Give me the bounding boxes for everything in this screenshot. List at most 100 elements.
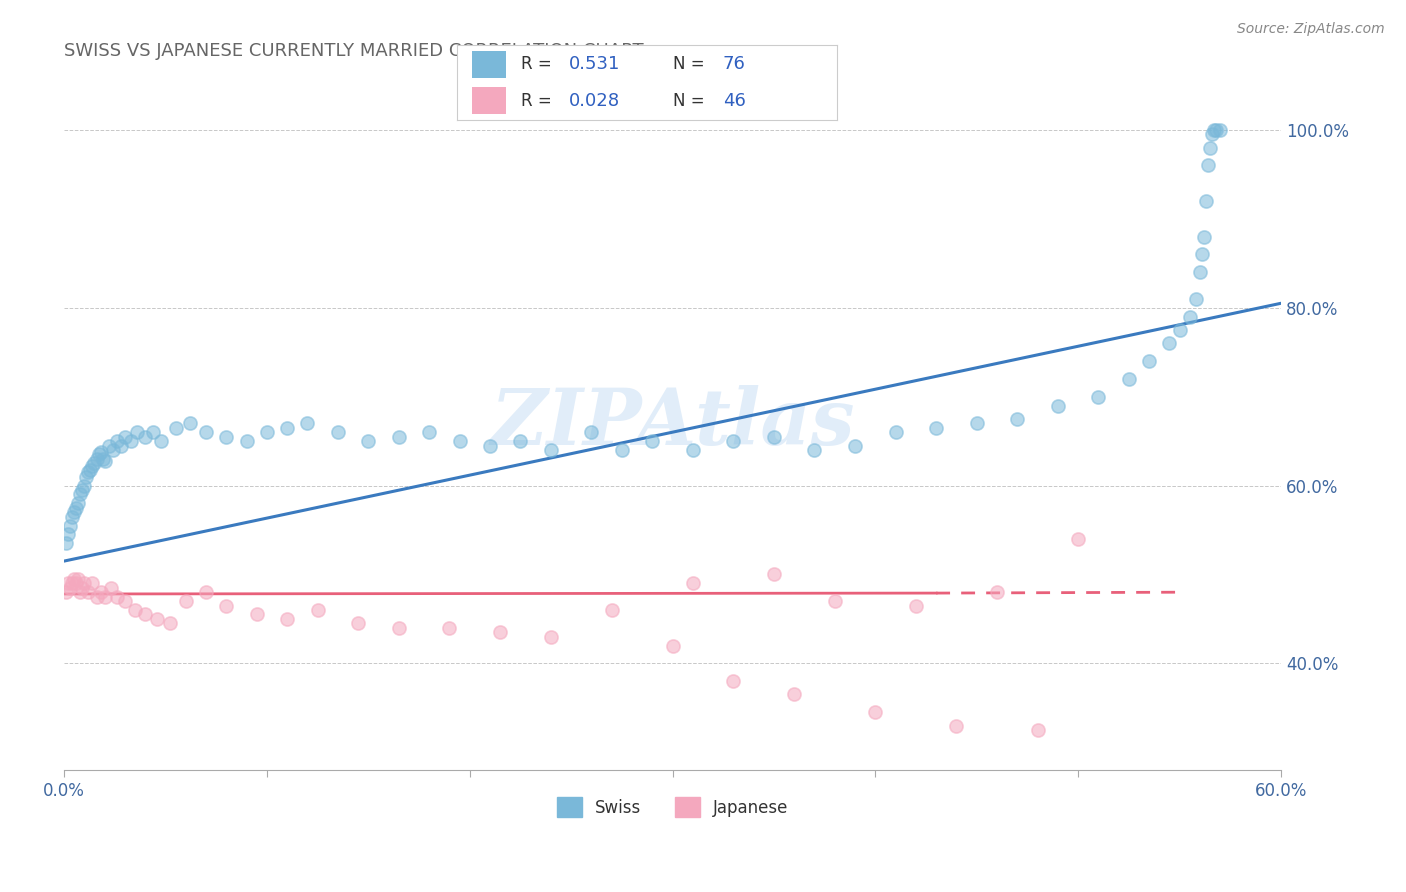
Point xyxy=(388,621,411,635)
Point xyxy=(82,458,104,473)
Point xyxy=(142,425,165,440)
Point xyxy=(105,590,128,604)
Point xyxy=(87,447,110,461)
Point xyxy=(1199,141,1222,155)
Point xyxy=(1202,123,1225,137)
Point xyxy=(661,639,683,653)
Text: 76: 76 xyxy=(723,55,745,73)
Point xyxy=(1184,292,1206,306)
FancyBboxPatch shape xyxy=(472,87,506,114)
Point xyxy=(105,434,128,448)
Point xyxy=(90,444,112,458)
Point xyxy=(723,674,745,689)
Point xyxy=(82,576,104,591)
Point xyxy=(449,434,471,448)
Point xyxy=(110,438,132,452)
Point xyxy=(63,572,86,586)
Point xyxy=(276,612,298,626)
Point xyxy=(195,425,218,440)
Text: 0.531: 0.531 xyxy=(569,55,620,73)
Point xyxy=(77,585,100,599)
Point xyxy=(165,421,187,435)
Point xyxy=(65,500,87,515)
Point xyxy=(581,425,603,440)
Point xyxy=(418,425,440,440)
Point xyxy=(347,616,370,631)
Point xyxy=(69,487,91,501)
Point xyxy=(195,585,218,599)
Point xyxy=(114,594,136,608)
Point xyxy=(478,438,501,452)
Point xyxy=(610,442,633,457)
Point xyxy=(307,603,329,617)
Point xyxy=(884,425,907,440)
Point xyxy=(246,607,269,622)
Point xyxy=(63,505,86,519)
Point xyxy=(60,576,83,591)
Point xyxy=(945,718,967,732)
Text: N =: N = xyxy=(673,55,710,73)
Point xyxy=(86,590,108,604)
Point xyxy=(803,442,825,457)
Point xyxy=(125,425,148,440)
Point xyxy=(174,594,197,608)
Point xyxy=(844,438,866,452)
Point xyxy=(86,451,108,466)
Point xyxy=(1188,265,1211,279)
Point xyxy=(59,518,82,533)
Point xyxy=(67,496,90,510)
Point xyxy=(1137,354,1160,368)
Point xyxy=(56,576,79,591)
Point xyxy=(904,599,927,613)
Point xyxy=(90,585,112,599)
Point xyxy=(56,527,79,541)
Point xyxy=(1046,399,1069,413)
Text: R =: R = xyxy=(522,55,558,73)
Point xyxy=(966,417,988,431)
Point xyxy=(83,456,105,470)
Point xyxy=(641,434,664,448)
Point xyxy=(97,438,120,452)
Point xyxy=(824,594,846,608)
Point xyxy=(79,462,101,476)
Point xyxy=(101,442,124,457)
Point xyxy=(124,603,146,617)
Point xyxy=(1191,247,1213,261)
FancyBboxPatch shape xyxy=(472,51,506,78)
Point xyxy=(783,688,806,702)
Point xyxy=(93,453,115,467)
Point xyxy=(72,483,94,497)
Point xyxy=(179,417,201,431)
Point xyxy=(77,465,100,479)
Point xyxy=(276,421,298,435)
Point xyxy=(55,536,77,550)
Point xyxy=(93,590,115,604)
Point xyxy=(146,612,169,626)
Point xyxy=(1118,372,1140,386)
Point xyxy=(297,417,319,431)
Point xyxy=(73,478,96,492)
Point xyxy=(1209,123,1232,137)
Point xyxy=(723,434,745,448)
Text: R =: R = xyxy=(522,92,558,110)
Point xyxy=(215,429,238,443)
Point xyxy=(120,434,142,448)
Point xyxy=(215,599,238,613)
Point xyxy=(1201,128,1223,142)
Point xyxy=(114,429,136,443)
Point xyxy=(388,429,411,443)
Point xyxy=(489,625,512,640)
Point xyxy=(1192,229,1215,244)
Point xyxy=(69,585,91,599)
Point xyxy=(159,616,181,631)
Text: SWISS VS JAPANESE CURRENTLY MARRIED CORRELATION CHART: SWISS VS JAPANESE CURRENTLY MARRIED CORR… xyxy=(65,42,644,60)
Point xyxy=(1168,323,1191,337)
Point xyxy=(1007,412,1029,426)
Text: 0.028: 0.028 xyxy=(569,92,620,110)
Point xyxy=(1197,159,1219,173)
Point xyxy=(925,421,948,435)
Point xyxy=(439,621,461,635)
Point xyxy=(1178,310,1201,324)
Point xyxy=(134,429,156,443)
Point xyxy=(59,581,82,595)
